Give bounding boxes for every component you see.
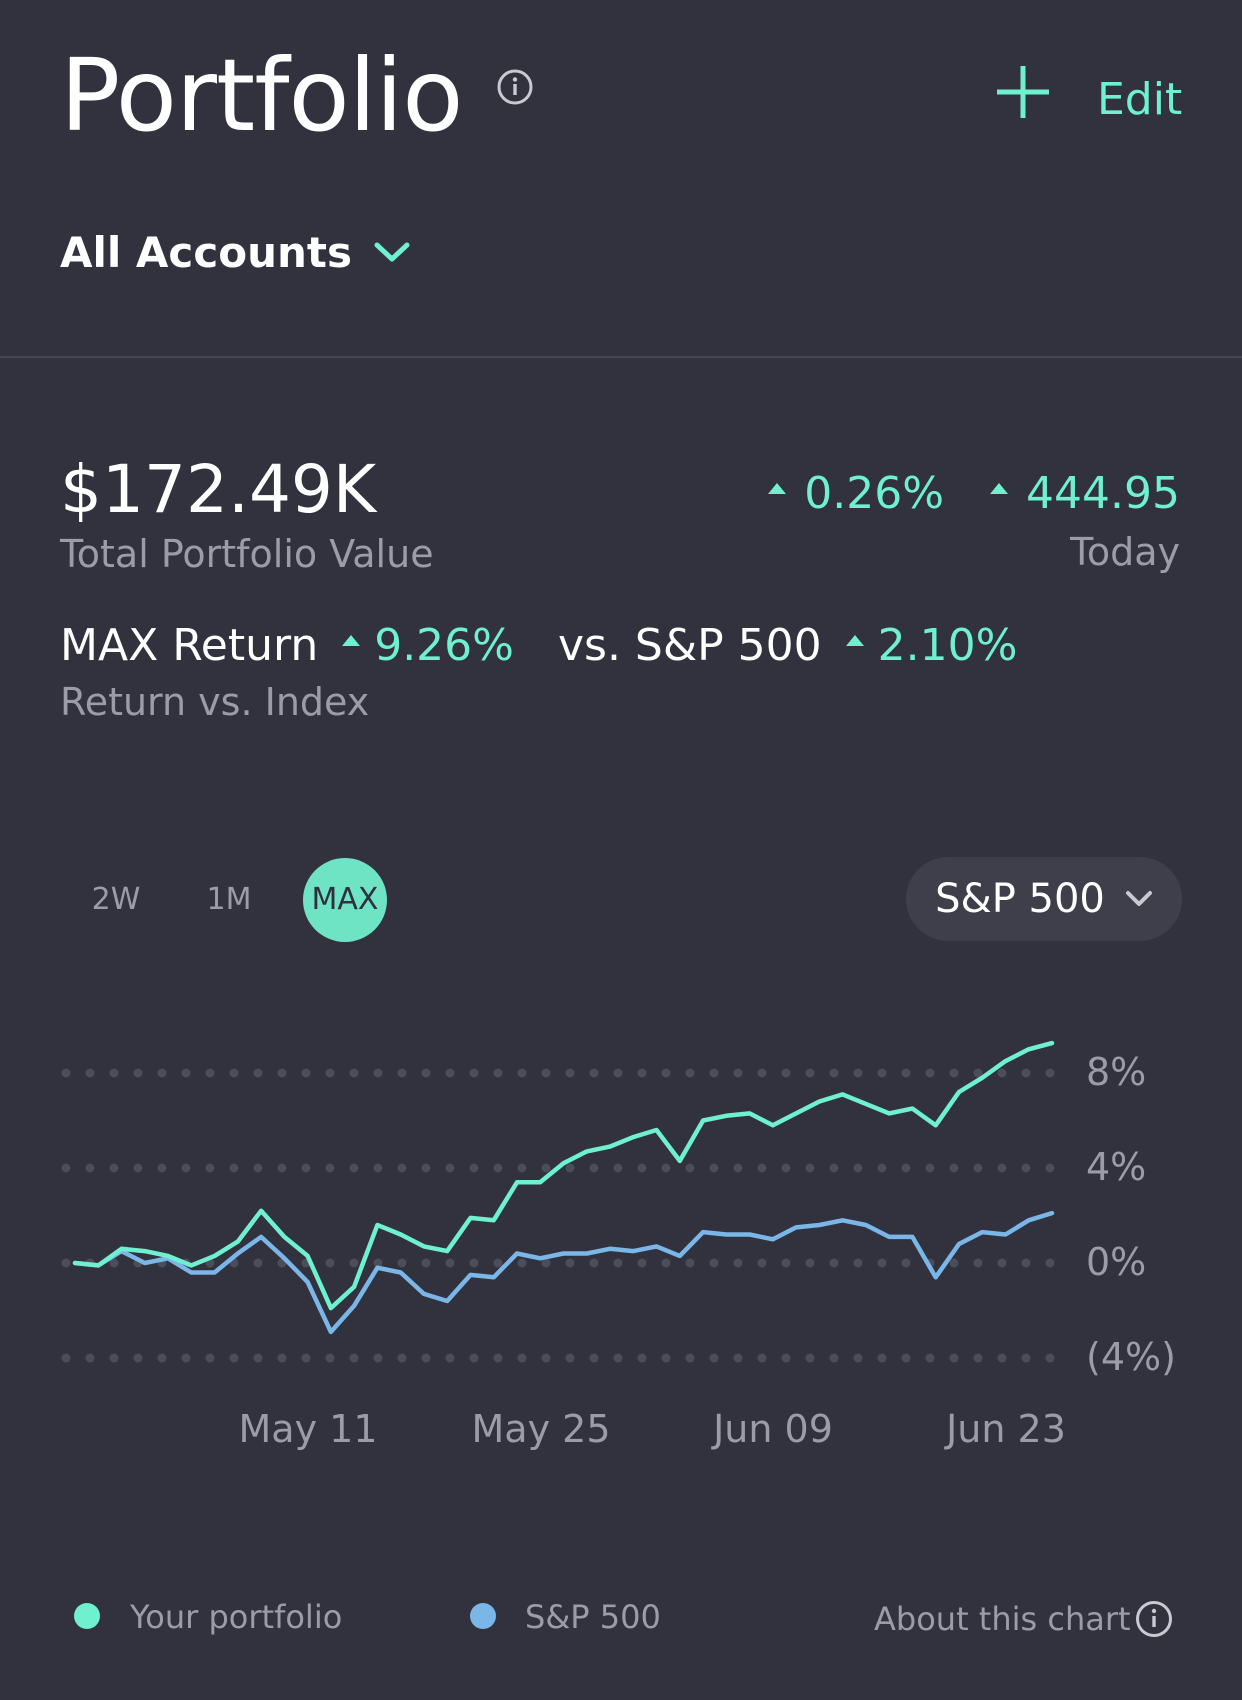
index-legend-label: S&P 500 bbox=[525, 1598, 661, 1636]
edit-button[interactable]: Edit bbox=[1097, 74, 1183, 125]
range-1m-button[interactable]: 1M bbox=[206, 882, 252, 917]
chevron-down-icon bbox=[1125, 891, 1152, 906]
chevron-down-icon bbox=[374, 242, 410, 262]
add-button[interactable] bbox=[995, 64, 1051, 120]
return-vs-index-label: Return vs. Index bbox=[60, 680, 370, 724]
up-triangle-icon bbox=[990, 482, 1009, 494]
info-icon[interactable] bbox=[497, 69, 533, 105]
portfolio-legend-dot bbox=[74, 1603, 100, 1629]
page-title: Portfolio bbox=[60, 37, 463, 154]
performance-chart[interactable]: 8% 4% 0% (4%) May 11 May 25 Jun 09 Jun 23 bbox=[0, 1020, 1242, 1460]
return-label: MAX Return bbox=[60, 620, 319, 671]
return-pct: 9.26% bbox=[374, 620, 514, 671]
total-portfolio-value: $172.49K bbox=[60, 451, 377, 528]
x-tick-label: Jun 09 bbox=[711, 1407, 833, 1451]
x-tick-label: May 11 bbox=[239, 1407, 378, 1451]
up-triangle-icon bbox=[342, 634, 361, 646]
account-selector[interactable]: All Accounts bbox=[60, 224, 410, 280]
today-change-amount: 444.95 bbox=[1026, 468, 1180, 519]
y-tick-label: 4% bbox=[1086, 1145, 1146, 1189]
y-tick-label: 8% bbox=[1086, 1050, 1146, 1094]
portfolio-legend-label: Your portfolio bbox=[130, 1598, 343, 1636]
today-change-pct: 0.26% bbox=[804, 468, 945, 519]
portfolio-series-line bbox=[72, 1040, 1055, 1311]
up-triangle-icon bbox=[845, 634, 864, 646]
x-tick-label: May 25 bbox=[472, 1407, 611, 1451]
vs-index-pct: 2.10% bbox=[877, 620, 1018, 671]
divider bbox=[0, 356, 1242, 358]
today-change: 0.26% 444.95 bbox=[736, 466, 1180, 522]
range-2w-button[interactable]: 2W bbox=[91, 882, 141, 917]
return-row: MAX Return 9.26% vs. S&P 500 2.10% bbox=[60, 618, 1017, 674]
range-max-button[interactable]: MAX bbox=[303, 858, 387, 942]
index-legend-dot bbox=[470, 1603, 496, 1629]
vs-index-label: vs. S&P 500 bbox=[557, 620, 822, 671]
account-selector-label: All Accounts bbox=[60, 227, 352, 277]
index-selector[interactable]: S&P 500 bbox=[906, 857, 1182, 941]
y-tick-label: (4%) bbox=[1086, 1335, 1176, 1379]
about-chart-link[interactable]: About this chart bbox=[874, 1600, 1131, 1638]
today-label: Today bbox=[1070, 530, 1180, 574]
index-series-line bbox=[72, 1210, 1055, 1335]
info-icon[interactable] bbox=[1135, 1600, 1173, 1638]
index-selector-label: S&P 500 bbox=[935, 876, 1105, 922]
up-triangle-icon bbox=[768, 482, 787, 494]
x-tick-label: Jun 23 bbox=[944, 1407, 1066, 1451]
y-tick-label: 0% bbox=[1086, 1240, 1146, 1284]
total-portfolio-label: Total Portfolio Value bbox=[60, 532, 434, 576]
